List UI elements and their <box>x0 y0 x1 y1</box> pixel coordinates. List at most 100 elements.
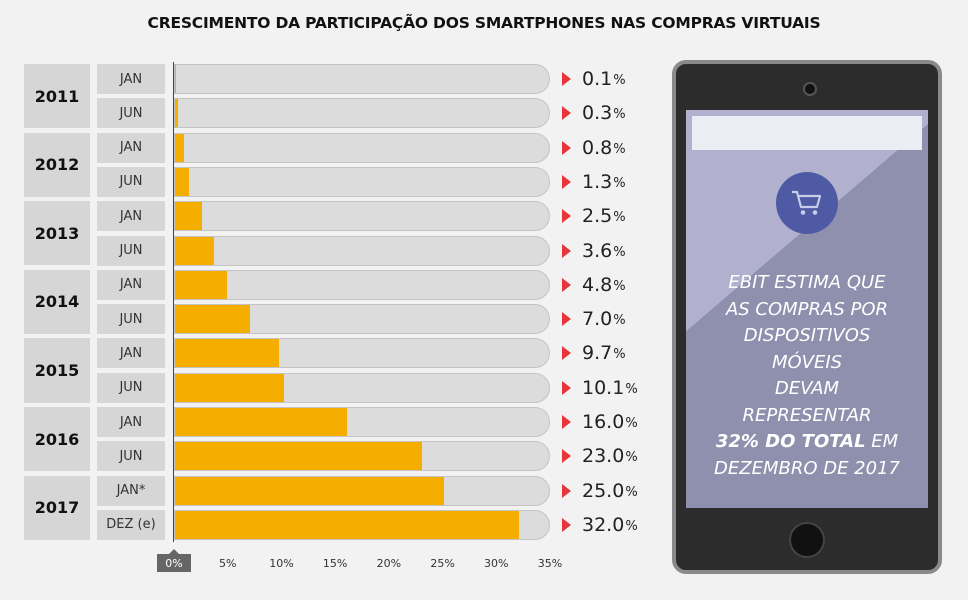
triangle-arrow-icon <box>562 483 571 498</box>
bar <box>175 99 179 128</box>
month-label: JAN <box>97 132 165 163</box>
message-line: EBIT ESTIMA QUE <box>728 272 886 293</box>
triangle-arrow-icon <box>562 415 571 429</box>
message-line: DEVAM <box>774 378 840 399</box>
bar <box>175 236 214 265</box>
data-label: 9.7% <box>582 342 626 365</box>
year-label-2014: 2014 <box>24 269 90 335</box>
tick-label: 15% <box>322 557 348 570</box>
tick-label: 35% <box>537 557 563 570</box>
data-label: 4.8% <box>582 273 626 296</box>
bar <box>175 202 202 231</box>
bar-track <box>174 64 550 94</box>
bar-track <box>174 407 550 437</box>
month-label: JUN <box>97 441 165 472</box>
shopping-cart-icon <box>776 172 838 234</box>
bar <box>175 510 519 539</box>
bar-track <box>174 509 550 540</box>
tick-label: 20% <box>376 557 402 570</box>
bar-track <box>174 269 550 300</box>
month-label: JUN <box>97 235 165 266</box>
bar-track <box>174 304 550 335</box>
bar <box>175 373 284 402</box>
bar <box>175 442 423 471</box>
message-highlight: 32% DO TOTAL <box>715 431 866 452</box>
phone-home-button <box>789 522 825 558</box>
bar-track <box>174 475 550 506</box>
month-label: JAN <box>97 64 165 94</box>
data-label: 32.0% <box>582 513 638 536</box>
triangle-arrow-icon <box>562 312 571 327</box>
screen-top-bar <box>692 116 922 150</box>
year-label-2015: 2015 <box>24 338 90 403</box>
phone-camera <box>803 82 817 96</box>
tick-label: 30% <box>484 557 509 570</box>
message-line: 32% DO TOTAL EM <box>700 429 914 456</box>
month-label: JAN* <box>97 475 165 506</box>
data-label: 23.0% <box>582 445 638 468</box>
message-line: AS COMPRAS POR <box>725 298 889 320</box>
triangle-arrow-icon <box>562 174 571 189</box>
triangle-arrow-icon <box>562 243 571 258</box>
message-line-end: EM <box>865 431 899 452</box>
tick-label: 10% <box>269 557 294 570</box>
month-label: JAN <box>97 201 165 232</box>
month-label: JAN <box>97 338 165 369</box>
phone-message: EBIT ESTIMA QUE AS COMPRAS POR DISPOSITI… <box>700 270 914 482</box>
month-label: DEZ (e) <box>97 509 165 540</box>
bar-track <box>174 98 550 129</box>
month-label: JUN <box>97 304 165 335</box>
tick-label: 5% <box>218 557 237 570</box>
bar <box>175 476 444 505</box>
bar <box>175 408 347 436</box>
bar <box>175 133 184 162</box>
triangle-arrow-icon <box>562 346 571 361</box>
chart-title: CRESCIMENTO DA PARTICIPAÇÃO DOS SMARTPHO… <box>147 14 821 32</box>
triangle-arrow-icon <box>562 277 571 292</box>
bar <box>175 305 251 334</box>
message-line: MÓVEIS <box>771 351 843 373</box>
month-label: JAN <box>97 407 165 437</box>
data-label: 1.3% <box>582 170 626 193</box>
tick-label-zero: 0% <box>157 549 191 572</box>
data-label: 3.6% <box>582 239 626 262</box>
triangle-arrow-icon <box>562 517 571 532</box>
bar-track <box>174 132 550 163</box>
bar-track <box>174 235 550 266</box>
bar-track <box>174 201 550 232</box>
triangle-arrow-icon <box>562 140 571 155</box>
bar <box>175 167 189 196</box>
bar-track <box>174 372 550 403</box>
year-label-2017: 2017 <box>24 475 90 540</box>
data-label: 0.8% <box>582 136 626 159</box>
triangle-arrow-icon <box>562 106 571 121</box>
phone-screen: EBIT ESTIMA QUE AS COMPRAS POR DISPOSITI… <box>686 110 928 508</box>
triangle-arrow-icon <box>562 209 571 224</box>
data-label: 2.5% <box>582 205 626 228</box>
bar <box>175 65 177 93</box>
data-label: 25.0% <box>582 479 638 502</box>
y-axis-line <box>173 62 174 542</box>
phone-illustration: EBIT ESTIMA QUE AS COMPRAS POR DISPOSITI… <box>672 60 942 574</box>
bar <box>175 339 280 368</box>
data-label: 10.1% <box>582 376 638 399</box>
bar-track <box>174 441 550 472</box>
data-label: 0.3% <box>582 102 626 125</box>
month-label: JUN <box>97 372 165 403</box>
bar <box>175 270 227 299</box>
message-line: DEZEMBRO DE 2017 <box>714 457 900 479</box>
data-label: 0.1% <box>582 68 626 90</box>
year-label-2012: 2012 <box>24 132 90 197</box>
bar-track <box>174 338 550 369</box>
tick-label: 25% <box>430 557 455 570</box>
bar-track <box>174 166 550 197</box>
month-label: JUN <box>97 98 165 129</box>
triangle-arrow-icon <box>562 380 571 395</box>
year-label-2013: 2013 <box>24 201 90 266</box>
month-label: JAN <box>97 269 165 300</box>
year-label-2016: 2016 <box>24 407 90 472</box>
triangle-arrow-icon <box>562 449 571 464</box>
triangle-arrow-icon <box>562 72 571 86</box>
year-label-2011: 2011 <box>24 64 90 129</box>
message-line: DISPOSITIVOS <box>743 325 871 346</box>
